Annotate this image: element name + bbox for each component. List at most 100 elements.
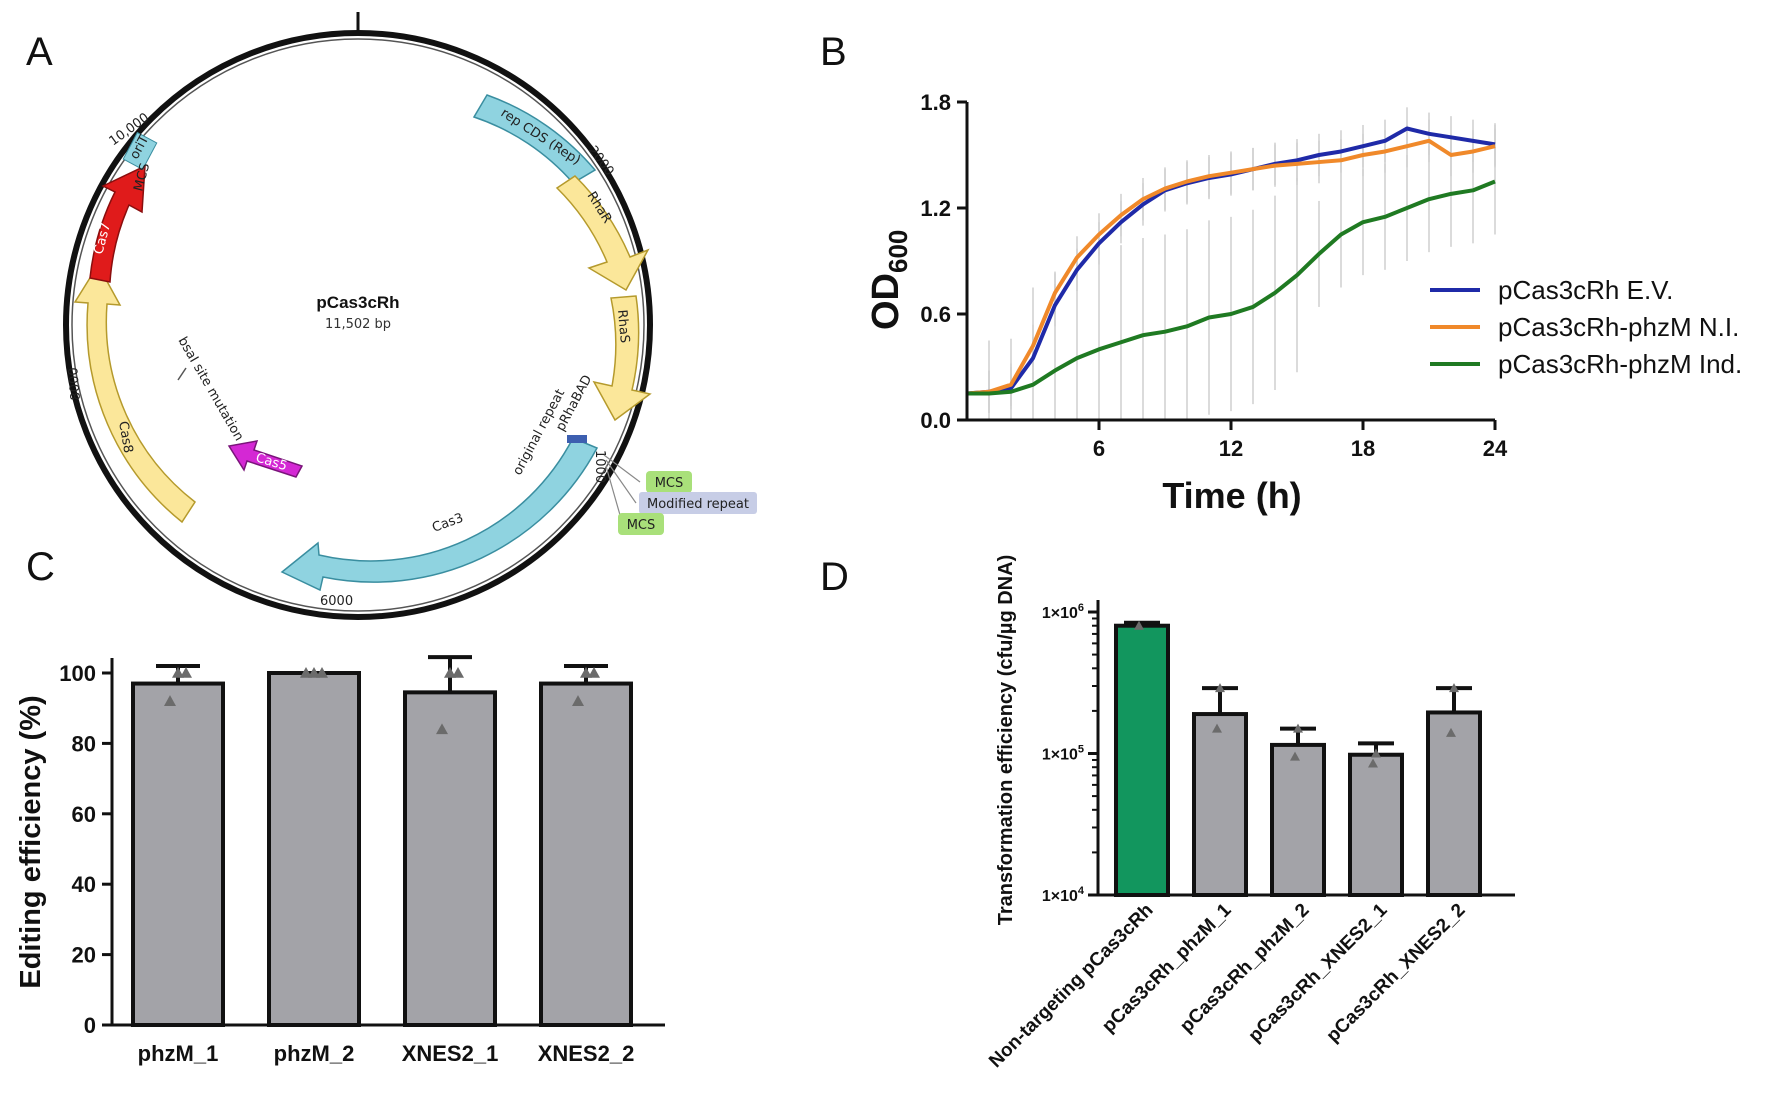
x-tick-label-c-2: XNES2_1 <box>402 1041 499 1066</box>
data-point-c-1-1 <box>164 695 176 706</box>
feature-rep-arc <box>472 94 597 184</box>
legend-b: pCas3cRh E.V. pCas3cRh-phzM N.I. pCas3cRh-… <box>1430 275 1742 379</box>
x-tick-label-c-0: phzM_1 <box>138 1041 219 1066</box>
legend-label-1: pCas3cRh E.V. <box>1498 275 1673 305</box>
position-label-6000: 6000 <box>320 594 353 609</box>
y-axis-label-d: Transformation efficiency (cfu/µg DNA) <box>995 555 1017 925</box>
y-tick-label-b-3: 1.8 <box>920 90 951 115</box>
editing-efficiency-chart: phzM_1 phzM_2 XNES2_1 XNES2_2 020406080100 … <box>15 655 665 1066</box>
x-tick-label-b-2: 18 <box>1351 436 1375 461</box>
data-point-d-2-1 <box>1212 723 1222 733</box>
data-point-c-3-3 <box>452 667 464 678</box>
feature-cas8-arc <box>73 263 197 524</box>
y-tick-label-d-2: 1×104 <box>1042 885 1085 905</box>
bar-d-5 <box>1426 710 1482 897</box>
y-tick-label-c-1: 20 <box>72 943 96 968</box>
data-point-d-5-1 <box>1446 727 1456 737</box>
callout-lines <box>603 454 641 523</box>
feature-label-rep: rep CDS (Rep) <box>498 106 583 169</box>
feature-cas3-arc <box>280 437 599 592</box>
data-point-c-3-2 <box>444 667 456 678</box>
x-tick-label-d-1: pCas3cRh_phzM_1 <box>1098 899 1236 1037</box>
bar-c-1 <box>131 681 225 1027</box>
y-tick-label-c-5: 100 <box>59 661 96 686</box>
repeat-marker <box>567 435 587 443</box>
feature-cas5-arrow <box>227 440 304 478</box>
data-point-d-3-2 <box>1293 723 1303 733</box>
y-tick-label-d-1: 1×105 <box>1042 744 1084 764</box>
data-point-d-5-2 <box>1449 683 1459 693</box>
feature-rhas-arc <box>592 295 652 422</box>
plasmid-inner-ring <box>71 38 645 612</box>
panel-label-c: C <box>26 545 55 589</box>
x-tick-label-c-1: phzM_2 <box>274 1041 355 1066</box>
bar-c-2 <box>267 671 361 1027</box>
callout-box-mcs-2 <box>618 513 664 535</box>
bar-d-2 <box>1192 712 1248 897</box>
bar-d-3 <box>1270 742 1326 897</box>
x-tick-label-b-0: 6 <box>1093 436 1105 461</box>
bar-d-1 <box>1114 623 1170 897</box>
feature-rhar-arc <box>555 175 650 292</box>
panel-label-d: D <box>820 555 849 599</box>
y-tick-label-c-0: 0 <box>84 1013 96 1038</box>
callout-modified-repeat: Modified repeat <box>647 497 749 512</box>
callout-mcs-2: MCS <box>627 518 656 533</box>
data-point-c-2-3 <box>316 667 328 678</box>
annotation-mcs-left: MCS <box>131 162 153 193</box>
feature-label-rhas: RhaS <box>614 309 632 344</box>
error-band <box>966 107 1496 420</box>
plasmid-name: pCas3cRh <box>316 293 399 312</box>
data-point-c-3-1 <box>436 723 448 735</box>
position-label-1000: 1000 <box>592 450 607 483</box>
bsai-tick <box>177 367 187 381</box>
bar-c-4 <box>539 681 633 1027</box>
bar-c-3 <box>403 690 497 1027</box>
panel-label-a: A <box>26 30 53 74</box>
data-point-d-2-2 <box>1215 683 1225 693</box>
data-point-d-4-1 <box>1368 758 1378 768</box>
y-tick-label-d-0: 1×106 <box>1042 602 1084 622</box>
plasmid-size: 11,502 bp <box>325 317 391 332</box>
data-point-c-2-1 <box>300 667 312 678</box>
series-line-3 <box>967 179 1496 396</box>
feature-cas7-arc <box>89 164 146 283</box>
panel-label-b: B <box>820 30 847 74</box>
x-axis-label-b: Time (h) <box>1162 475 1301 516</box>
callout-box-modified-repeat <box>639 492 757 514</box>
callout-box-mcs-1 <box>646 471 692 493</box>
data-point-c-4-2 <box>580 667 592 678</box>
data-point-c-1-2 <box>172 667 184 678</box>
x-tick-label-b-3: 24 <box>1483 436 1508 461</box>
x-tick-label-d-4: pCas3cRh_XNES2_2 <box>1323 900 1470 1047</box>
legend-label-3: pCas3cRh-phzM Ind. <box>1498 349 1742 379</box>
data-point-c-4-1 <box>572 695 584 706</box>
y-tick-label-c-4: 80 <box>72 731 96 756</box>
feature-label-cas8: Cas8 <box>115 420 135 454</box>
transformation-efficiency-chart: Non-targeting pCas3cRhpCas3cRh_phzM_1pCa… <box>985 555 1515 1072</box>
feature-label-cas5: Cas5 <box>254 450 289 474</box>
feature-label-cas3: Cas3 <box>430 511 465 536</box>
legend-label-2: pCas3cRh-phzM N.I. <box>1498 312 1739 342</box>
position-label-8000: 8000 <box>66 367 84 401</box>
y-tick-label-c-3: 60 <box>72 802 96 827</box>
y-tick-label-b-2: 1.2 <box>920 196 951 221</box>
plasmid-map: rep CDS (Rep) RhaR RhaS Cas3 Cas8 Cas7 C… <box>63 12 757 620</box>
data-point-d-3-1 <box>1290 751 1300 761</box>
y-axis-label-c: Editing efficiency (%) <box>15 695 47 988</box>
x-tick-label-b-1: 12 <box>1219 436 1243 461</box>
data-point-c-2-2 <box>308 667 320 678</box>
callout-mcs-1: MCS <box>655 476 684 491</box>
y-tick-label-c-2: 40 <box>72 872 96 897</box>
x-tick-label-d-3: pCas3cRh_XNES2_1 <box>1245 899 1392 1046</box>
y-tick-label-b-0: 0.0 <box>920 408 951 433</box>
data-point-d-1-1 <box>1134 620 1144 630</box>
growth-curve-chart: 6 12 18 24 0.0 0.6 1.2 1.8 Time (h) OD600 pCas3… <box>865 90 1742 516</box>
x-tick-label-d-2: pCas3cRh_phzM_2 <box>1176 900 1313 1037</box>
data-point-c-1-3 <box>180 667 192 678</box>
feature-orit-box <box>122 131 158 171</box>
annotation-bsai: bsaI site mutation <box>175 335 247 444</box>
series-line-2 <box>966 138 1496 396</box>
data-point-c-4-3 <box>588 667 600 678</box>
